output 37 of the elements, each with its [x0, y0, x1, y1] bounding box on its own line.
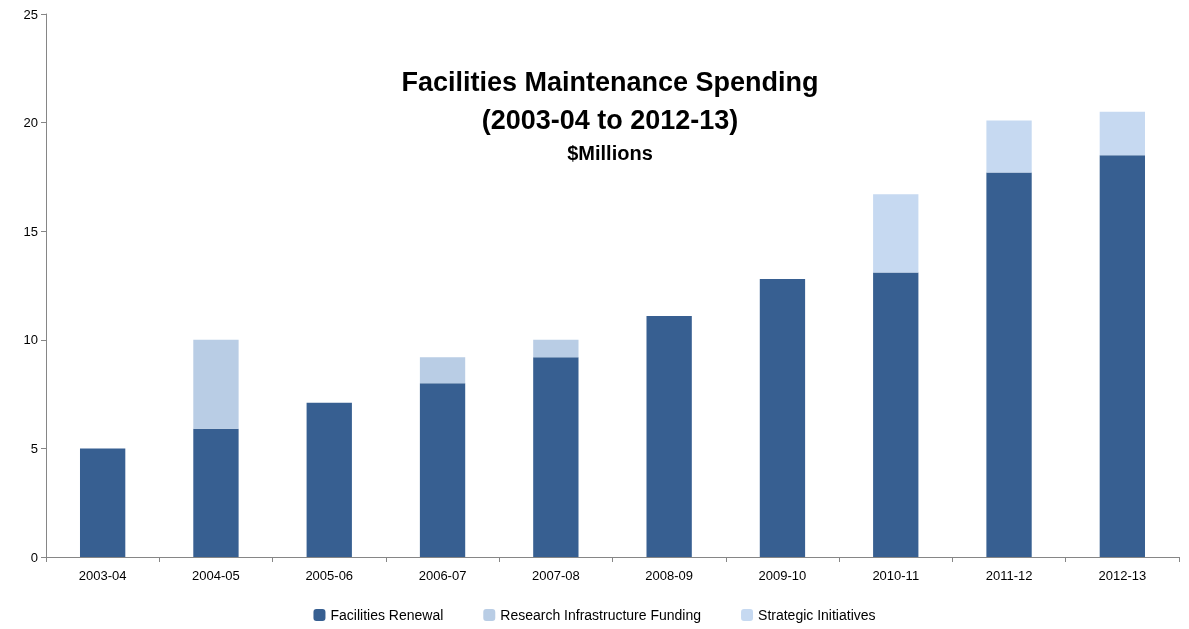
bar	[646, 315, 692, 557]
text: $Millions	[567, 142, 653, 164]
bar	[873, 272, 919, 557]
x-tick-label: 2011-12	[985, 568, 1033, 583]
x-tick-label: 2007-08	[531, 568, 580, 583]
bar	[873, 194, 919, 273]
y-tick-label: 20	[23, 115, 38, 131]
bar	[419, 383, 466, 557]
x-tick-label: 2010-11	[872, 568, 920, 583]
x-tick-label: 2004-05	[192, 568, 240, 583]
y-tick-label: 25	[23, 6, 38, 22]
bar	[79, 448, 126, 557]
x-tick-label: 2005-06	[305, 568, 354, 583]
y-tick-label: 0	[30, 549, 38, 565]
bar	[533, 357, 579, 557]
x-tick-label: 2009-10	[758, 568, 807, 583]
y-tick-label: 5	[30, 440, 38, 456]
bar	[986, 172, 1032, 557]
bar	[533, 339, 579, 358]
x-tick-label: 2006-07	[418, 568, 467, 583]
bar	[193, 339, 239, 429]
x-tick-label: 2008-09	[645, 568, 694, 583]
y-tick-label: 15	[23, 223, 38, 239]
y-tick-label: 10	[23, 332, 38, 348]
legend-label: Strategic Initiatives	[758, 607, 876, 623]
legend-label: Facilities Renewal	[330, 607, 444, 623]
bar	[1099, 155, 1146, 557]
bar	[306, 402, 352, 557]
x-tick-label: 2012-13	[1098, 568, 1147, 583]
bar	[759, 278, 806, 557]
legend-label: Research Infrastructure Funding	[500, 607, 702, 623]
bar	[419, 357, 466, 384]
bar	[1099, 111, 1146, 156]
text: Facilities Maintenance Spending (2003-04 to 2012-13)	[401, 67, 819, 135]
x-tick-label: 2003-04	[78, 568, 127, 583]
bar	[986, 120, 1032, 173]
bar	[193, 428, 239, 557]
